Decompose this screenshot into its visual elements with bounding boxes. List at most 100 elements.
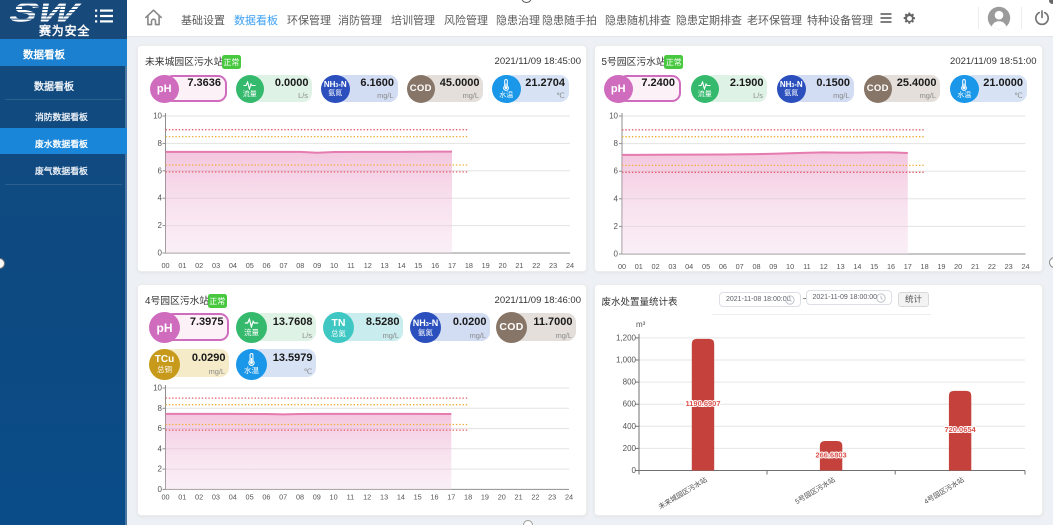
svg-text:未来城园区污水站: 未来城园区污水站 <box>656 475 708 511</box>
svg-text:14: 14 <box>397 493 405 502</box>
svg-text:03: 03 <box>668 262 676 271</box>
svg-text:09: 09 <box>313 261 321 270</box>
svg-text:20: 20 <box>499 261 507 270</box>
svg-text:21: 21 <box>515 493 523 502</box>
svg-text:8: 8 <box>613 139 618 148</box>
svg-text:17: 17 <box>447 493 455 502</box>
svg-text:09: 09 <box>769 262 777 271</box>
svg-text:2: 2 <box>158 221 163 230</box>
svg-text:6: 6 <box>613 167 618 176</box>
svg-text:10: 10 <box>330 261 338 270</box>
svg-text:2: 2 <box>158 465 163 474</box>
svg-text:17: 17 <box>448 261 456 270</box>
svg-text:15: 15 <box>870 262 878 271</box>
svg-text:6: 6 <box>158 166 163 175</box>
svg-text:09: 09 <box>313 493 321 502</box>
svg-text:m³: m³ <box>636 320 646 329</box>
svg-text:4号园区污水站: 4号园区污水站 <box>922 475 965 506</box>
svg-text:13: 13 <box>381 261 389 270</box>
svg-text:0: 0 <box>631 466 636 475</box>
svg-text:0: 0 <box>158 249 163 258</box>
svg-text:04: 04 <box>229 261 237 270</box>
svg-text:21: 21 <box>515 261 523 270</box>
svg-text:10: 10 <box>330 493 338 502</box>
svg-text:02: 02 <box>195 261 203 270</box>
svg-text:20: 20 <box>498 493 506 502</box>
svg-text:24: 24 <box>565 493 573 502</box>
svg-text:08: 08 <box>296 493 304 502</box>
svg-text:11: 11 <box>803 262 811 271</box>
svg-text:15: 15 <box>414 493 422 502</box>
svg-text:6: 6 <box>158 424 163 433</box>
svg-text:07: 07 <box>735 262 743 271</box>
svg-text:03: 03 <box>212 493 220 502</box>
svg-text:5号园区污水站: 5号园区污水站 <box>793 475 836 506</box>
svg-text:12: 12 <box>819 262 827 271</box>
svg-text:02: 02 <box>195 493 203 502</box>
svg-text:1190.6907: 1190.6907 <box>685 399 720 408</box>
svg-text:10: 10 <box>786 262 794 271</box>
svg-text:05: 05 <box>246 493 254 502</box>
svg-text:17: 17 <box>903 262 911 271</box>
svg-text:0: 0 <box>158 485 163 494</box>
svg-text:23: 23 <box>549 261 557 270</box>
svg-text:15: 15 <box>414 261 422 270</box>
svg-text:18: 18 <box>920 262 928 271</box>
svg-text:04: 04 <box>229 493 237 502</box>
svg-text:16: 16 <box>886 262 894 271</box>
svg-text:16: 16 <box>430 493 438 502</box>
svg-text:13: 13 <box>836 262 844 271</box>
svg-text:22: 22 <box>531 493 539 502</box>
svg-text:4: 4 <box>613 194 618 203</box>
svg-text:02: 02 <box>651 262 659 271</box>
svg-text:20: 20 <box>954 262 962 271</box>
svg-text:05: 05 <box>246 261 254 270</box>
svg-text:19: 19 <box>482 261 490 270</box>
svg-text:266.6803: 266.6803 <box>815 450 846 459</box>
svg-text:23: 23 <box>548 493 556 502</box>
svg-text:1,000: 1,000 <box>615 356 636 365</box>
svg-text:16: 16 <box>431 261 439 270</box>
svg-text:11: 11 <box>347 261 355 270</box>
svg-text:10: 10 <box>609 112 618 121</box>
svg-text:4: 4 <box>158 444 163 453</box>
svg-text:8: 8 <box>158 139 163 148</box>
svg-text:07: 07 <box>279 493 287 502</box>
svg-text:8: 8 <box>158 404 163 413</box>
svg-text:0: 0 <box>613 250 618 259</box>
svg-text:06: 06 <box>718 262 726 271</box>
svg-text:400: 400 <box>622 422 636 431</box>
svg-text:08: 08 <box>752 262 760 271</box>
svg-text:21: 21 <box>971 262 979 271</box>
svg-text:00: 00 <box>161 261 169 270</box>
svg-text:01: 01 <box>178 261 186 270</box>
svg-text:13: 13 <box>380 493 388 502</box>
svg-text:800: 800 <box>622 378 636 387</box>
svg-text:19: 19 <box>937 262 945 271</box>
svg-text:10: 10 <box>153 112 162 121</box>
svg-text:SW: SW <box>7 0 84 23</box>
svg-text:720.0654: 720.0654 <box>944 425 976 434</box>
svg-text:24: 24 <box>1021 262 1029 271</box>
svg-text:08: 08 <box>296 261 304 270</box>
svg-text:22: 22 <box>532 261 540 270</box>
svg-text:06: 06 <box>262 493 270 502</box>
svg-text:12: 12 <box>363 493 371 502</box>
svg-text:06: 06 <box>263 261 271 270</box>
svg-text:18: 18 <box>465 261 473 270</box>
svg-text:24: 24 <box>566 261 574 270</box>
svg-text:18: 18 <box>464 493 472 502</box>
svg-text:04: 04 <box>685 262 693 271</box>
svg-text:1,200: 1,200 <box>615 333 636 342</box>
svg-text:07: 07 <box>279 261 287 270</box>
svg-text:22: 22 <box>987 262 995 271</box>
svg-text:05: 05 <box>702 262 710 271</box>
svg-text:4: 4 <box>158 194 163 203</box>
svg-text:00: 00 <box>161 493 169 502</box>
svg-text:23: 23 <box>1004 262 1012 271</box>
svg-text:200: 200 <box>622 444 636 453</box>
svg-text:00: 00 <box>617 262 625 271</box>
svg-text:01: 01 <box>178 493 186 502</box>
svg-text:14: 14 <box>853 262 861 271</box>
svg-text:10: 10 <box>153 384 162 393</box>
